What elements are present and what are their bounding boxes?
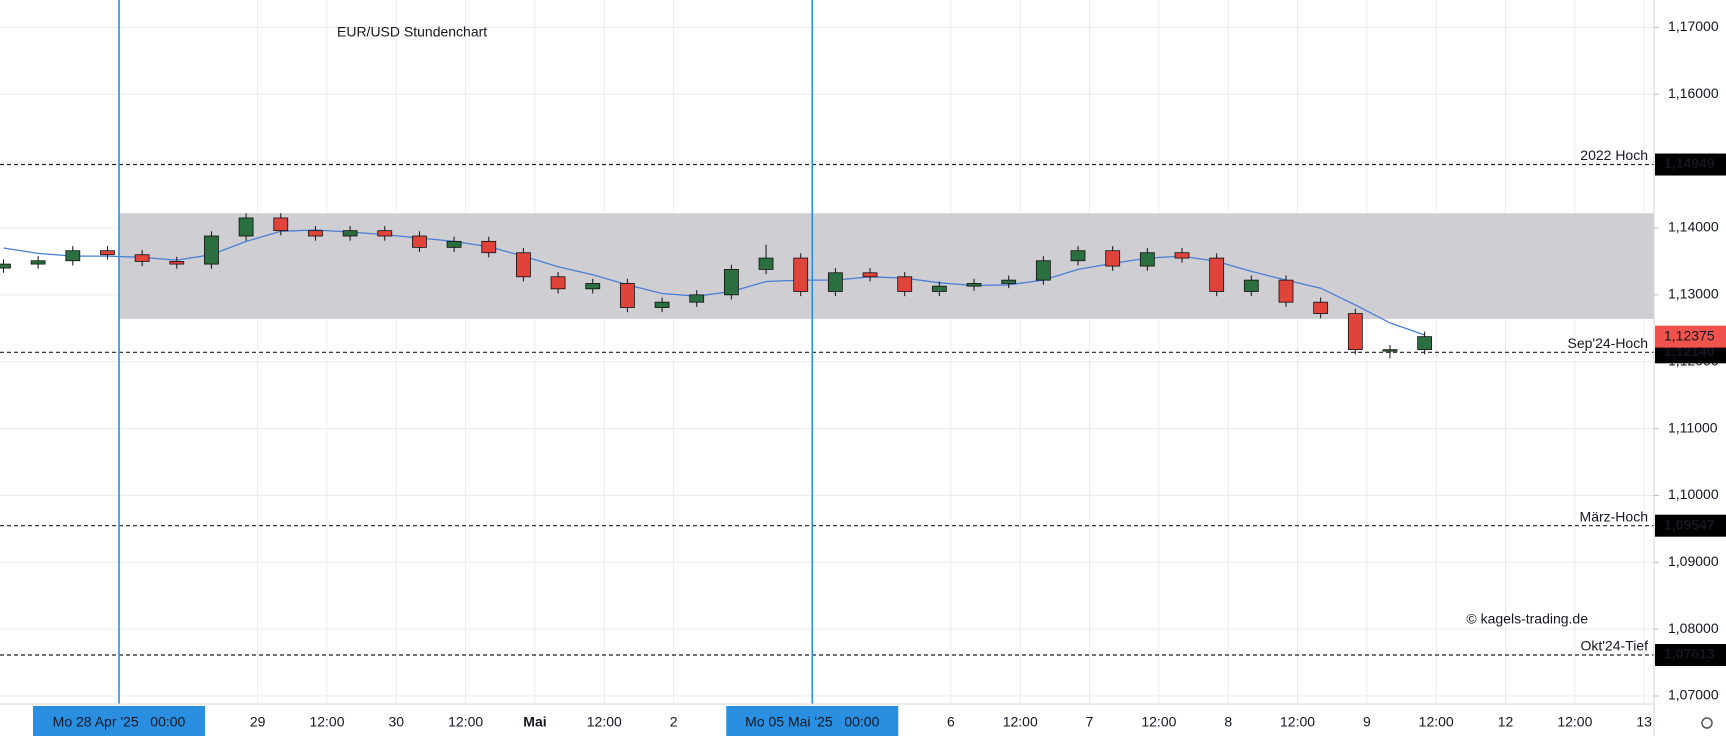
settings-icon[interactable] bbox=[1701, 717, 1713, 729]
x-tick-label: 6 bbox=[947, 714, 955, 730]
candle-body bbox=[966, 283, 982, 287]
level-name: Okt'24-Tief bbox=[1580, 638, 1648, 654]
candle-body bbox=[1070, 250, 1086, 262]
marker-label: Mo 28 Apr '25 00:00 bbox=[53, 714, 186, 730]
y-tick-label: 1,09000 bbox=[1668, 553, 1719, 569]
x-tick-label: 8 bbox=[1224, 714, 1232, 730]
candle-body bbox=[134, 254, 150, 262]
y-tick-label: 1,11000 bbox=[1668, 419, 1718, 435]
candle-body bbox=[1382, 349, 1398, 352]
candle-body bbox=[169, 261, 185, 265]
marker-label: Mo 05 Mai '25 00:00 bbox=[745, 714, 879, 730]
level-price-label: 1,07613 bbox=[1664, 646, 1715, 662]
y-tick-label: 1,08000 bbox=[1668, 620, 1719, 636]
y-tick-label: 1,10000 bbox=[1668, 486, 1719, 502]
candle-body bbox=[516, 252, 531, 278]
candle-body bbox=[1174, 252, 1190, 259]
level-price-label: 1,09547 bbox=[1664, 516, 1715, 532]
candle-body bbox=[758, 257, 774, 270]
candle-body bbox=[897, 276, 913, 292]
candle-body bbox=[0, 263, 11, 269]
candle-body bbox=[1278, 279, 1294, 303]
x-tick-label: 29 bbox=[250, 714, 266, 730]
y-tick-label: 1,13000 bbox=[1668, 286, 1719, 302]
level-name: 2022 Hoch bbox=[1580, 147, 1648, 163]
candle-body bbox=[1001, 279, 1017, 284]
candle-body bbox=[342, 230, 358, 237]
chart-title: EUR/USD Stundenchart bbox=[337, 24, 487, 40]
y-tick-label: 1,07000 bbox=[1668, 687, 1719, 703]
candle-body bbox=[1105, 250, 1121, 267]
candle-body bbox=[100, 250, 115, 256]
candle-body bbox=[1313, 301, 1329, 314]
level-price-box bbox=[1655, 514, 1726, 537]
x-tick-label: 13 bbox=[1636, 714, 1652, 730]
x-tick-label: 12:00 bbox=[1280, 714, 1315, 730]
x-tick-label: 12:00 bbox=[1557, 714, 1592, 730]
candle-body bbox=[585, 283, 601, 290]
candle-body bbox=[65, 250, 81, 262]
x-tick-label: 2 bbox=[670, 714, 678, 730]
candle-body bbox=[793, 257, 809, 292]
x-tick-label: 12 bbox=[1498, 714, 1514, 730]
candle-body bbox=[30, 260, 46, 265]
level-name: Sep'24-Hoch bbox=[1568, 335, 1649, 351]
candle-body bbox=[446, 240, 462, 248]
candle-body bbox=[273, 217, 289, 232]
x-tick-label: 30 bbox=[389, 714, 405, 730]
range-zone bbox=[119, 213, 1655, 319]
candle-body bbox=[238, 217, 254, 237]
y-tick-label: 1,17000 bbox=[1668, 18, 1719, 34]
candle-body bbox=[1209, 257, 1225, 292]
x-tick-label: Mai bbox=[523, 714, 546, 730]
level-name: März-Hoch bbox=[1580, 508, 1648, 524]
level-price-label: 1,14949 bbox=[1664, 155, 1715, 171]
marker-label-box bbox=[33, 706, 206, 736]
y-tick-label: 1,14000 bbox=[1668, 219, 1719, 235]
candle-body bbox=[1243, 279, 1259, 292]
x-tick-label: 12:00 bbox=[587, 714, 622, 730]
candle-body bbox=[619, 283, 635, 308]
candle-body bbox=[654, 301, 670, 308]
candle-body bbox=[550, 276, 566, 290]
candle-body bbox=[412, 235, 427, 248]
plot: 2022 Hoch Sep'24-Hoch März-Hoch Okt'24-Tief bbox=[0, 0, 1655, 704]
marker-label-box bbox=[726, 706, 899, 736]
x-tick-label: 12:00 bbox=[1419, 714, 1454, 730]
candle-body bbox=[689, 294, 705, 303]
x-tick-label: 12:00 bbox=[1141, 714, 1176, 730]
candle-body bbox=[377, 230, 393, 237]
watermark: © kagels-trading.de bbox=[1466, 611, 1588, 627]
current-price-label: 1,12375 bbox=[1664, 327, 1715, 343]
axes: 1,070001,080001,090001,100001,110001,120… bbox=[33, 18, 1726, 736]
candle-body bbox=[1139, 252, 1155, 267]
candle-body bbox=[481, 240, 497, 254]
x-tick-label: 12:00 bbox=[309, 714, 344, 730]
current-price-box bbox=[1655, 325, 1726, 348]
level-price-box bbox=[1655, 153, 1726, 176]
x-tick-label: 9 bbox=[1363, 714, 1371, 730]
candle-body bbox=[204, 235, 219, 265]
candle-body bbox=[723, 269, 739, 296]
y-tick-label: 1,16000 bbox=[1668, 85, 1719, 101]
candle-body bbox=[862, 272, 878, 278]
candle-body bbox=[931, 285, 947, 292]
candle-body bbox=[827, 272, 843, 292]
x-tick-label: 7 bbox=[1086, 714, 1094, 730]
candle-body bbox=[1347, 313, 1363, 351]
candle-body bbox=[1035, 260, 1051, 281]
candle-body bbox=[308, 230, 323, 237]
candle-body bbox=[1417, 336, 1433, 351]
x-tick-label: 12:00 bbox=[448, 714, 483, 730]
x-tick-label: 12:00 bbox=[1003, 714, 1038, 730]
level-price-box bbox=[1655, 643, 1726, 666]
